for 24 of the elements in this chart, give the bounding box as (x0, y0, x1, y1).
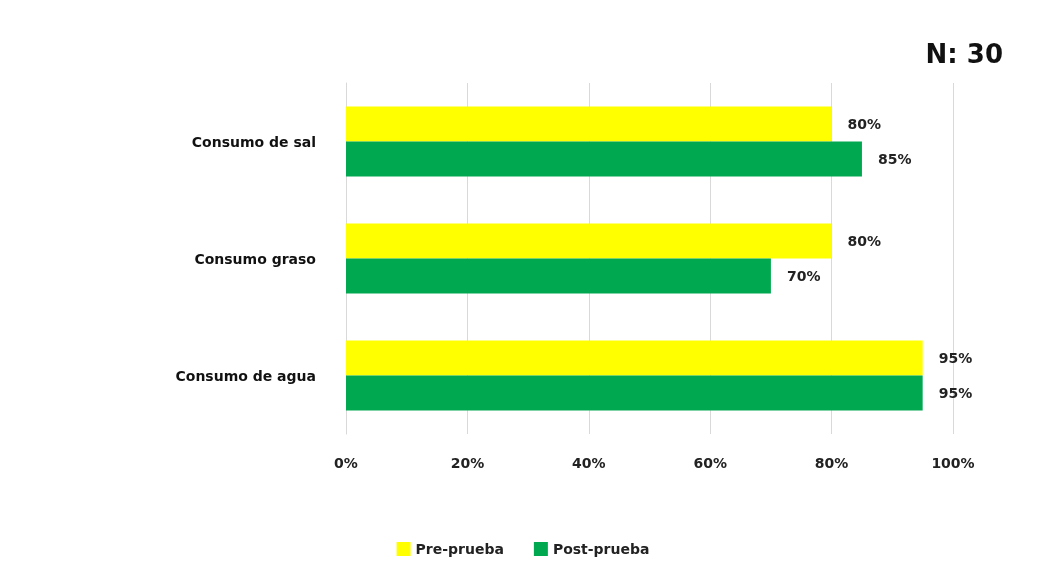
bar (346, 106, 832, 142)
x-tick-label: 0% (334, 455, 358, 471)
y-tick-label: Consumo de sal (191, 133, 316, 150)
data-label: 85% (877, 151, 912, 167)
y-tick-label: Consumo de agua (175, 367, 316, 384)
x-tick-label: 80% (814, 455, 849, 471)
bar (346, 141, 862, 177)
x-tick-label: 40% (572, 455, 606, 471)
data-label: 80% (847, 233, 882, 249)
data-label: 80% (847, 116, 882, 132)
bar (346, 223, 832, 259)
chart-title: N: 30 (925, 39, 1003, 69)
x-tick-label: 60% (693, 455, 727, 471)
legend-label: Post-prueba (552, 541, 650, 557)
y-tick-label: Consumo graso (194, 250, 317, 267)
x-tick-label: 20% (450, 455, 485, 471)
x-tick-label: 100% (931, 455, 975, 471)
bar (346, 375, 923, 411)
data-label: 70% (786, 268, 821, 284)
bar (346, 258, 771, 294)
data-label: 95% (938, 385, 973, 401)
bar (346, 340, 923, 376)
legend-label: Pre-prueba (415, 541, 504, 557)
data-label: 95% (938, 350, 973, 366)
